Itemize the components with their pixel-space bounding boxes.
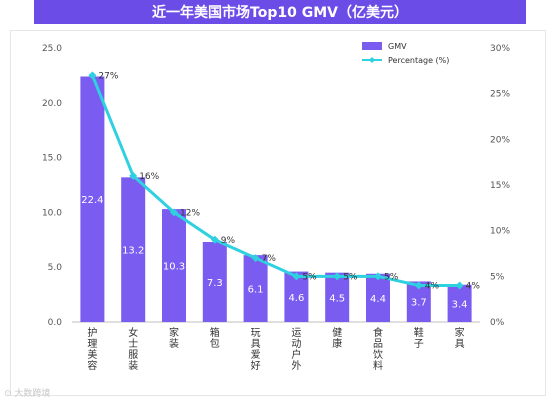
y-right-tick-label: 15% (490, 181, 510, 191)
x-tick-label: 食品饮料 (373, 326, 383, 372)
line-percentage (91, 74, 460, 287)
line-point-marker (374, 272, 382, 281)
bar-gmv (202, 241, 227, 322)
bar-data-label: 4.4 (370, 294, 386, 305)
x-tick-label: 家装 (169, 326, 179, 350)
legend-marker-percentage (369, 57, 375, 63)
bar-gmv (447, 284, 472, 322)
y-right-tick-label: 25% (490, 90, 510, 100)
line-data-label: 16% (139, 172, 159, 182)
bar-data-label: 6.1 (248, 285, 264, 296)
line-data-label: 12% (180, 208, 200, 218)
y-left-tick-label: 25.0 (42, 44, 62, 54)
bar-gmv (366, 273, 390, 322)
line-point-marker (333, 272, 342, 281)
bar-data-label: 4.6 (288, 293, 304, 304)
line-data-label: 5% (384, 272, 399, 282)
line-point-marker (292, 272, 301, 281)
bar-data-label: 3.4 (452, 299, 468, 310)
line-data-label: 5% (343, 272, 358, 282)
bar-gmv (80, 76, 105, 322)
line-point-marker (210, 235, 219, 244)
x-tick-label: 护理美容 (87, 326, 97, 372)
line-data-label: 27% (98, 71, 118, 81)
x-tick-label: 健康 (332, 327, 342, 350)
y-left-tick-label: 15.0 (42, 154, 62, 164)
bar-data-label: 7.3 (207, 278, 223, 289)
x-tick-label: 鞋子 (414, 326, 424, 350)
legend-label-percentage: Percentage (%) (388, 56, 449, 65)
bar-gmv (121, 177, 146, 322)
x-tick-label: 箱包 (210, 326, 220, 350)
line-data-label: 5% (302, 272, 317, 282)
x-tick-label: 玩具爱好 (251, 328, 261, 372)
y-right-tick-label: 0% (490, 318, 505, 328)
chart-frame (10, 30, 546, 396)
bar-gmv (325, 272, 350, 322)
x-tick-label: 家具 (455, 326, 465, 350)
y-right-tick-label: 20% (490, 135, 510, 145)
line-point-marker (129, 171, 138, 180)
legend-swatch-gmv (362, 42, 382, 50)
bar-data-label: 13.2 (122, 246, 144, 257)
x-tick-label: 女士服装 (128, 326, 138, 372)
y-right-tick-label: 10% (490, 227, 510, 237)
bar-data-label: 4.5 (329, 293, 345, 304)
line-data-label: 7% (262, 254, 277, 264)
y-left-tick-label: 5.0 (48, 263, 63, 273)
line-point-marker (88, 71, 97, 80)
bar-data-label: 22.4 (81, 195, 103, 206)
line-point-marker (455, 281, 464, 290)
line-data-label: 4% (466, 281, 481, 291)
bar-data-label: 10.3 (163, 262, 185, 273)
y-left-tick-label: 0.0 (48, 318, 63, 328)
bar-data-label: 3.7 (411, 298, 427, 309)
y-right-tick-label: 5% (490, 272, 505, 282)
line-data-label: 9% (221, 236, 236, 246)
watermark-text: ⊙ 大数跨境 (4, 389, 51, 399)
y-left-tick-label: 20.0 (42, 99, 62, 109)
x-tick-label: 运动户外 (291, 327, 301, 372)
y-right-tick-label: 30% (490, 44, 510, 54)
y-left-tick-label: 10.0 (42, 208, 62, 218)
bar-gmv (162, 209, 186, 322)
legend-label-gmv: GMV (388, 42, 407, 51)
line-point-marker (251, 254, 260, 263)
bar-gmv (243, 255, 268, 322)
line-point-marker (170, 208, 178, 217)
chart-title: 近一年美国市场Top10 GMV（亿美元） (34, 0, 526, 24)
line-point-marker (414, 281, 423, 290)
line-data-label: 4% (425, 281, 440, 291)
